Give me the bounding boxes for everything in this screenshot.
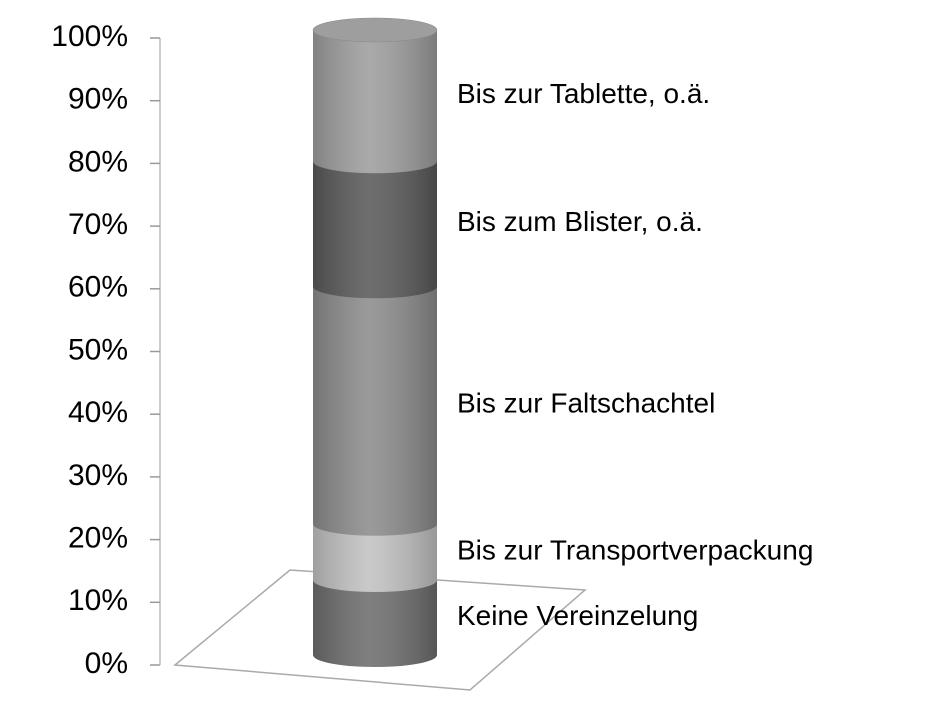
segment-label: Bis zur Transportverpackung [457, 534, 813, 565]
y-tick-label: 50% [68, 333, 128, 366]
y-tick-label: 20% [68, 522, 128, 555]
y-tick-label: 30% [68, 459, 128, 492]
shade [313, 580, 437, 667]
y-tick-label: 10% [68, 584, 128, 617]
shade [313, 30, 437, 174]
segment-label: Keine Vereinzelung [457, 600, 698, 631]
shade [313, 161, 437, 299]
segment-label: Bis zur Faltschachtel [457, 387, 715, 418]
shade [313, 286, 437, 536]
shade [313, 523, 437, 592]
y-tick-label: 80% [68, 145, 128, 178]
segment-label: Bis zur Tablette, o.ä. [457, 78, 710, 109]
y-tick-label: 90% [68, 83, 128, 116]
y-tick-label: 60% [68, 271, 128, 304]
cylinder-top [312, 17, 438, 43]
y-tick-label: 0% [85, 647, 128, 680]
floor [173, 569, 587, 691]
y-tick-label: 70% [68, 208, 128, 241]
segment-label: Bis zum Blister, o.ä. [457, 206, 703, 237]
y-tick-label: 40% [68, 396, 128, 429]
y-tick-label: 100% [51, 20, 128, 53]
